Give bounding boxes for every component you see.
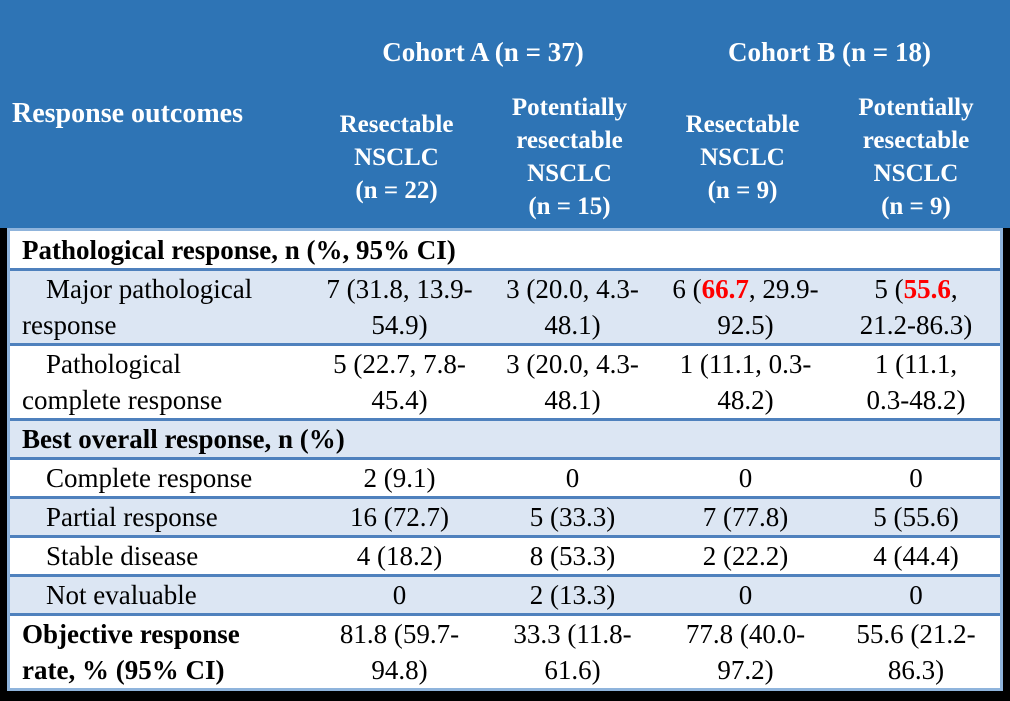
table-row-objective-response-rate: Objective response rate, % (95% CI) 81.8… [10, 613, 1000, 688]
header-col-resectable-a: Resectable NSCLC (n = 22) [339, 110, 454, 204]
header-cohort-a: Cohort A (n = 37) [382, 36, 584, 67]
value-cell: 4 (44.4) [873, 541, 959, 571]
table-body: Pathological response, n (%, 95% CI) Maj… [7, 228, 1003, 691]
row-label: Complete response [46, 463, 253, 493]
value-cell: 16 (72.7) [350, 502, 449, 532]
value-cell: 8 (53.3) [529, 541, 616, 571]
value-cell: 33.3 (11.8- 61.6) [513, 619, 632, 685]
value-cell: 77.8 (40.0- 97.2) [685, 619, 806, 685]
section-label: Best overall response, n (%) [22, 424, 345, 454]
header-cohort-b: Cohort B (n = 18) [728, 36, 931, 67]
row-label: Pathological complete response [22, 349, 223, 415]
highlighted-value: 55.6 [903, 274, 951, 304]
value-cell: 2 (9.1) [363, 463, 436, 493]
row-label: Major pathological response [22, 274, 253, 340]
value-cell: 7 (31.8, 13.9- 54.9) [326, 274, 473, 340]
row-label: Objective response rate, % (95% CI) [22, 619, 240, 685]
section-row-pathological-response: Pathological response, n (%, 95% CI) [10, 231, 1000, 268]
value-cell: 0 [909, 463, 923, 493]
table-row-partial-response: Partial response 16 (72.7) 5 (33.3) 7 (7… [10, 496, 1000, 535]
value-cell: 4 (18.2) [356, 541, 443, 571]
row-label: Stable disease [46, 541, 199, 571]
value-cell: 55.6 (21.2- 86.3) [856, 619, 976, 685]
table-header: Response outcomes Cohort A (n = 37) Coho… [0, 0, 1010, 228]
header-response-outcomes: Response outcomes [12, 98, 243, 129]
value-cell: 81.8 (59.7- 94.8) [339, 619, 460, 685]
value-cell: 7 (77.8) [702, 502, 789, 532]
value-cell: 0 [738, 580, 753, 610]
table-row-not-evaluable: Not evaluable 0 2 (13.3) 0 0 [10, 574, 1000, 613]
header-col-resectable-b: Resectable NSCLC (n = 9) [685, 110, 800, 204]
value-cell: 2 (13.3) [529, 580, 616, 610]
value-cell: 3 (20.0, 4.3- 48.1) [506, 274, 639, 340]
table-row-stable-disease: Stable disease 4 (18.2) 8 (53.3) 2 (22.2… [10, 535, 1000, 574]
value-cell: 5 (55.6) [873, 502, 959, 532]
table-row-major-pathological-response: Major pathological response 7 (31.8, 13.… [10, 268, 1000, 343]
value-cell: 0 [738, 463, 753, 493]
value-cell: 3 (20.0, 4.3- 48.1) [506, 349, 639, 415]
row-label: Not evaluable [46, 580, 197, 610]
value-cell: 6 (66.7, 29.9- 92.5) [672, 274, 819, 340]
row-label: Partial response [46, 502, 218, 532]
value-cell: 0 [565, 463, 580, 493]
value-cell: 1 (11.1, 0.3- 48.2) [679, 349, 812, 415]
header-col-potentially-resectable-a: Potentially resectable NSCLC (n = 15) [511, 94, 628, 220]
value-cell: 5 (22.7, 7.8- 45.4) [333, 349, 466, 415]
header-col-potentially-resectable-b: Potentially resectable NSCLC (n = 9) [858, 94, 974, 220]
section-label: Pathological response, n (%, 95% CI) [22, 234, 456, 265]
highlighted-value: 66.7 [701, 274, 749, 304]
section-row-best-overall-response: Best overall response, n (%) [10, 418, 1000, 457]
value-cell: 1 (11.1, 0.3-48.2) [866, 349, 966, 415]
table-row-pathological-complete-response: Pathological complete response 5 (22.7, … [10, 343, 1000, 418]
table-row-complete-response: Complete response 2 (9.1) 0 0 0 [10, 457, 1000, 496]
value-cell: 2 (22.2) [702, 541, 789, 571]
value-cell: 0 [392, 580, 407, 610]
value-cell: 0 [909, 580, 923, 610]
value-cell: 5 (33.3) [529, 502, 616, 532]
value-cell: 5 (55.6, 21.2-86.3) [859, 274, 973, 340]
